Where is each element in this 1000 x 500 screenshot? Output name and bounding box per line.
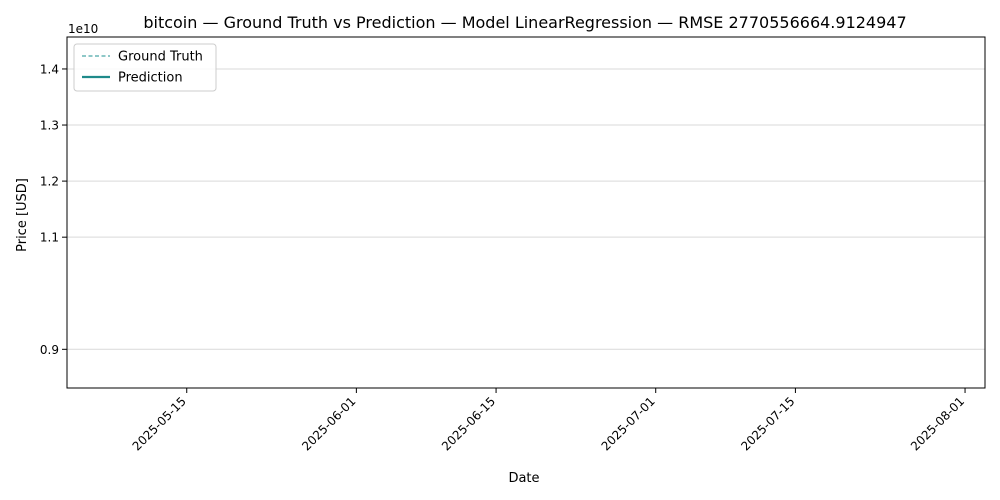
y-axis-label: Price [USD] [15, 178, 30, 252]
y-tick-label: 1.1 [40, 231, 59, 245]
x-axis-label: Date [508, 471, 539, 486]
y-tick-label: 1.3 [40, 119, 59, 133]
x-tick-label: 2025-05-15 [130, 394, 189, 453]
x-tick-label: 2025-07-15 [738, 394, 797, 453]
legend-label: Ground Truth [118, 50, 203, 65]
axes: 0.9 1.1 1.2 1.3 1.4 2025-05-15 2025-06-01 2025-… [40, 36, 986, 453]
legend: Ground Truth Prediction [73, 43, 217, 92]
y-tick-label: 1.4 [40, 62, 59, 76]
y-scale-label: 1e10 [68, 22, 98, 36]
y-tick-label: 0.9 [40, 343, 59, 357]
y-tick-label: 1.2 [40, 175, 59, 189]
gridlines [67, 68, 985, 350]
plot-frame [66, 36, 986, 389]
x-tick-label: 2025-06-15 [439, 394, 498, 453]
chart-title: bitcoin — Ground Truth vs Prediction — M… [143, 13, 906, 32]
x-tick-label: 2025-08-01 [908, 394, 967, 453]
legend-label: Prediction [118, 71, 183, 86]
x-tick-label: 2025-06-01 [299, 394, 358, 453]
x-tick-label: 2025-07-01 [599, 394, 658, 453]
